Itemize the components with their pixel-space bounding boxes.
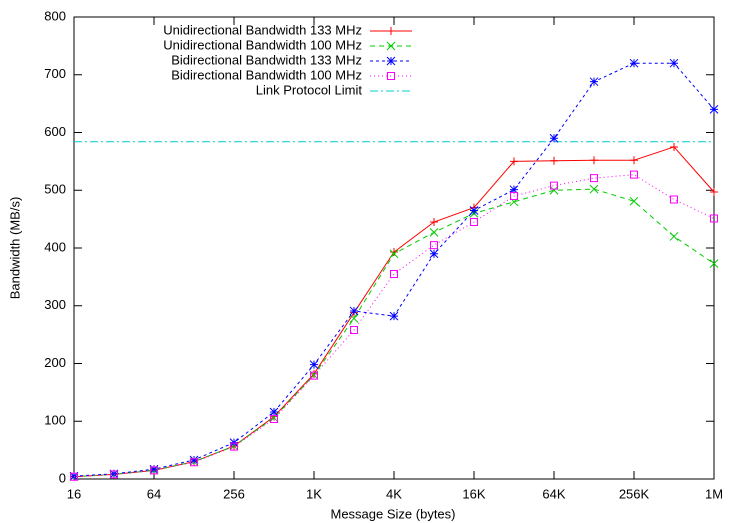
data-point: [670, 195, 678, 204]
series-line: [73, 146, 715, 478]
legend-label: Bidirectional Bandwidth 100 MHz: [171, 67, 362, 82]
x-tick-label: 4K: [386, 486, 402, 501]
x-axis-label: Message Size (bytes): [331, 506, 456, 521]
data-point: [669, 58, 679, 68]
legend-label: Unidirectional Bandwidth 100 MHz: [163, 37, 362, 52]
x-tick-label: 256K: [619, 486, 650, 501]
data-point: [510, 192, 518, 201]
data-point: [350, 326, 358, 335]
y-tick-label: 700: [44, 66, 66, 81]
data-point: [149, 464, 159, 474]
data-point: [710, 214, 718, 223]
legend-marker: [387, 72, 395, 80]
x-tick-label: 1M: [705, 486, 723, 501]
legend-label: Bidirectional Bandwidth 133 MHz: [171, 52, 362, 67]
data-point: [150, 466, 158, 475]
data-point: [390, 269, 398, 278]
x-tick-label: 1K: [306, 486, 322, 501]
data-point: [629, 58, 639, 68]
legend-label: Unidirectional Bandwidth 133 MHz: [163, 22, 362, 37]
y-tick-label: 100: [44, 413, 66, 428]
data-point: [230, 442, 238, 451]
legend-marker: [387, 27, 395, 35]
x-tick-label: 16K: [462, 486, 485, 501]
data-point: [509, 197, 519, 207]
x-tick-label: 64K: [542, 486, 565, 501]
data-point: [229, 438, 239, 447]
data-point: [390, 248, 398, 257]
data-point: [549, 133, 559, 143]
data-point: [630, 170, 638, 179]
data-point: [309, 360, 319, 370]
plot-frame: [73, 16, 715, 480]
data-point: [709, 105, 719, 114]
data-point: [509, 185, 519, 195]
y-tick-label: 600: [44, 124, 66, 139]
data-point: [550, 156, 558, 165]
data-point: [430, 218, 438, 227]
data-point: [710, 187, 718, 196]
y-tick-label: 200: [44, 355, 66, 370]
data-point: [189, 455, 199, 465]
data-point: [669, 232, 679, 241]
series-line: [73, 188, 715, 478]
data-point: [589, 184, 599, 194]
y-tick-label: 0: [59, 470, 66, 485]
data-point: [69, 471, 79, 481]
y-axis-label: Bandwidth (MB/s): [7, 197, 22, 300]
legend-label: Link Protocol Limit: [256, 82, 363, 97]
y-tick-label: 400: [44, 239, 66, 254]
data-point: [110, 470, 118, 479]
data-point: [310, 369, 318, 378]
data-point: [630, 156, 638, 165]
data-point: [389, 311, 399, 321]
data-point: [389, 249, 399, 259]
y-tick-label: 300: [44, 297, 66, 312]
data-point: [589, 77, 599, 87]
data-point: [270, 414, 278, 423]
series-line: [73, 174, 715, 478]
data-point: [469, 206, 479, 215]
x-tick-label: 256: [223, 486, 245, 501]
data-point: [310, 371, 318, 380]
data-point: [429, 249, 439, 259]
data-point: [109, 469, 119, 479]
data-point: [590, 174, 598, 183]
data-point: [430, 241, 438, 250]
legend-marker: [386, 56, 396, 66]
data-point: [349, 314, 359, 323]
data-point: [549, 185, 559, 195]
legend-marker: [386, 41, 396, 51]
x-tick-label: 16: [67, 486, 81, 501]
data-point: [190, 458, 198, 467]
data-point: [269, 407, 279, 417]
data-point: [470, 218, 478, 227]
y-tick-label: 500: [44, 182, 66, 197]
data-point: [510, 157, 518, 166]
data-point: [70, 472, 78, 481]
y-tick-label: 800: [44, 8, 66, 23]
data-point: [550, 181, 558, 190]
data-point: [670, 142, 678, 151]
x-tick-label: 64: [147, 486, 161, 501]
data-point: [709, 259, 719, 268]
data-point: [590, 156, 598, 165]
series-line: [73, 62, 715, 477]
data-point: [349, 306, 359, 316]
data-point: [429, 228, 439, 237]
data-point: [629, 196, 639, 206]
